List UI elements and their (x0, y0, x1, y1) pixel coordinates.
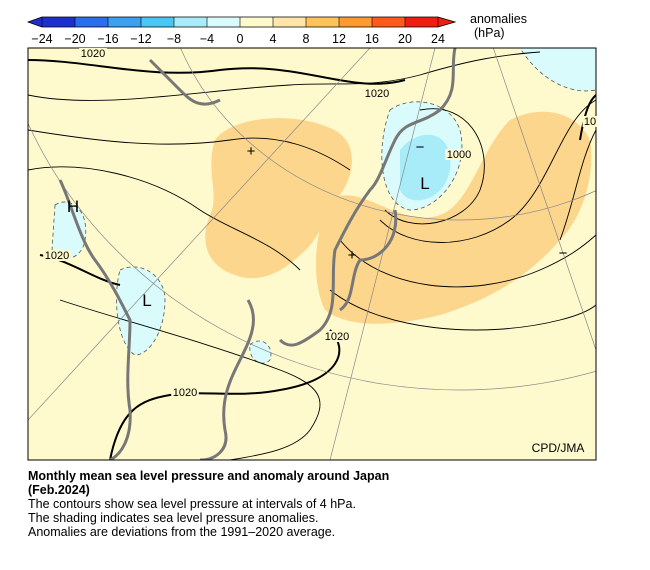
strong-negative (400, 134, 451, 201)
colorbar-segment (207, 17, 241, 27)
colorbar-segment (339, 17, 373, 27)
positive-anomaly (205, 111, 592, 324)
colorbar-label: anomalies (470, 12, 527, 26)
contour-label-bg (171, 387, 199, 398)
graticule (28, 48, 596, 460)
contour-label: 1020 (81, 48, 105, 60)
caption-line: Anomalies are deviations from the 1991–2… (28, 525, 336, 539)
anomaly-sign: + (348, 247, 357, 264)
colorbar-tick-label: 0 (237, 32, 244, 46)
colorbar-unit: (hPa) (474, 26, 505, 40)
contour-label-bg (43, 250, 71, 261)
pressure-center: L (142, 291, 151, 310)
colorbar-arrow (438, 17, 455, 27)
colorbar-tick-label: −24 (31, 32, 52, 46)
colorbar-segment (372, 17, 406, 27)
caption-period: (Feb.2024) (28, 483, 90, 497)
contour-label-bg (445, 149, 473, 160)
colorbar-tick-label: 24 (431, 32, 445, 46)
colorbar-tick-label: 16 (365, 32, 379, 46)
colorbar-tick-label: −8 (167, 32, 181, 46)
colorbar-tick-label: −4 (200, 32, 214, 46)
contour-label-bg (323, 331, 351, 342)
figure: −24 −20 −16 −12 −8 −4 0 4 8 12 16 20 24 anomalies (h… (26, 12, 598, 461)
contour-label: 1020 (325, 331, 349, 343)
caption-line: The shading indicates sea level pressure… (28, 511, 319, 525)
colorbar-segment (405, 17, 439, 27)
colorbar-arrow (28, 17, 42, 27)
contour-label: 1020 (45, 250, 69, 262)
contour-label-bg (582, 116, 598, 127)
contour-label-bg (363, 88, 391, 99)
contour-label: 10 (584, 116, 596, 128)
colorbar-segment (75, 17, 109, 27)
anomaly-sign: + (247, 143, 256, 160)
contour-label: 1020 (173, 387, 197, 399)
colorbar-segment (42, 17, 76, 27)
colorbar-segment (273, 17, 307, 27)
colorbar-segment (306, 17, 340, 27)
map-frame (27, 47, 597, 461)
colorbar-tick-label: −12 (130, 32, 151, 46)
caption-line: The contours show sea level pressure at … (28, 497, 356, 511)
caption-title: Monthly mean sea level pressure and anom… (28, 469, 390, 483)
colorbar-tick-label: 4 (270, 32, 277, 46)
pressure-center: H (67, 197, 79, 216)
pressure-center: L (420, 174, 429, 193)
coastline (58, 48, 457, 460)
colorbar-tick-label: 12 (332, 32, 346, 46)
contour-label: 1000 (447, 149, 471, 161)
colorbar-segment (174, 17, 208, 27)
contours (28, 51, 596, 460)
colorbar-tick-label: 20 (398, 32, 412, 46)
credit: CPD/JMA (532, 441, 585, 455)
contour-label-bg (79, 48, 107, 59)
colorbar-segment (240, 17, 274, 27)
contour-label: 1020 (365, 88, 389, 100)
anomaly-sign: − (416, 139, 425, 156)
anomaly-sign: − (559, 245, 568, 262)
colorbar: −24 −20 −16 −12 −8 −4 0 4 8 12 16 20 24 (26, 16, 457, 46)
colorbar-segment (141, 17, 175, 27)
colorbar-tick-label: −20 (64, 32, 85, 46)
map (28, 48, 596, 460)
colorbar-segment (108, 17, 142, 27)
colorbar-tick-label: 8 (303, 32, 310, 46)
colorbar-tick-label: −16 (97, 32, 118, 46)
